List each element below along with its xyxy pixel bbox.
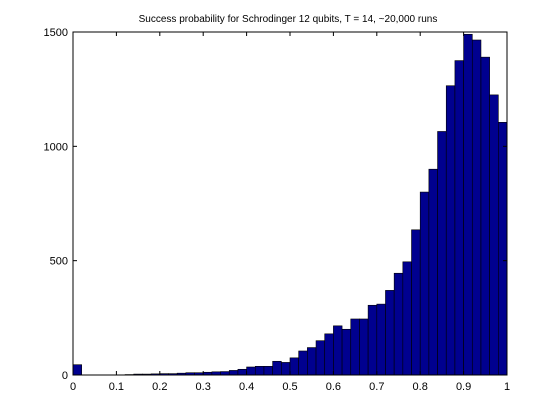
y-tick-label: 0 bbox=[62, 370, 68, 382]
x-tick-label: 0.1 bbox=[109, 381, 124, 393]
histogram-bar bbox=[419, 191, 430, 376]
histogram-bar bbox=[437, 131, 447, 376]
histogram-bar bbox=[454, 60, 464, 376]
histogram-bar bbox=[350, 318, 360, 376]
x-tick-label: 0.2 bbox=[152, 381, 167, 393]
histogram-bar bbox=[402, 261, 412, 376]
histogram-bar bbox=[428, 168, 438, 376]
x-tick-label: 0.4 bbox=[239, 381, 254, 393]
histogram-bar bbox=[463, 33, 473, 376]
histogram-bar bbox=[411, 229, 421, 376]
x-tick-label: 0.8 bbox=[413, 381, 428, 393]
chart-title: Success probability for Schrodinger 12 q… bbox=[139, 14, 438, 25]
y-tick-label: 1000 bbox=[44, 141, 68, 153]
histogram-bar bbox=[341, 328, 352, 376]
histogram-bar bbox=[237, 368, 247, 376]
x-tick-label: 1 bbox=[504, 381, 510, 393]
histogram-bar bbox=[367, 304, 378, 376]
histogram-bar bbox=[272, 360, 282, 376]
x-tick-label: 0.9 bbox=[456, 381, 471, 393]
histogram-bar bbox=[298, 350, 308, 376]
axes-group: 0 0.1 0.2 0.3 0.4 0.5 0.6 0.7 0.8 0.9 1 0 500 1000 150… bbox=[44, 27, 511, 393]
histogram-bar bbox=[489, 94, 499, 376]
y-tick-label: 500 bbox=[50, 256, 68, 268]
histogram-bar bbox=[263, 366, 273, 376]
histogram-bar bbox=[498, 122, 508, 376]
histogram-bar bbox=[471, 39, 482, 376]
histogram-bar bbox=[281, 362, 291, 376]
histogram-bar bbox=[228, 370, 239, 376]
histogram-bar bbox=[445, 85, 456, 376]
histogram-bar bbox=[315, 340, 326, 376]
x-tick-label: 0.6 bbox=[326, 381, 341, 393]
x-tick-label: 0.3 bbox=[196, 381, 211, 393]
histogram-bar bbox=[385, 290, 395, 376]
histogram-bar bbox=[289, 357, 299, 376]
histogram-bar bbox=[220, 371, 230, 376]
histogram-bar bbox=[324, 333, 334, 376]
histogram-bar bbox=[359, 318, 369, 376]
histogram-bar bbox=[72, 364, 82, 376]
x-tick-label: 0 bbox=[70, 381, 76, 393]
histogram-bar bbox=[393, 272, 404, 376]
histogram-bar bbox=[376, 303, 386, 376]
y-tick-label: 1500 bbox=[44, 27, 68, 39]
histogram-bar bbox=[480, 56, 490, 376]
x-tick-label: 0.5 bbox=[282, 381, 297, 393]
histogram-bar bbox=[254, 366, 265, 376]
histogram-bar bbox=[333, 325, 343, 376]
x-tick-label: 0.7 bbox=[369, 381, 384, 393]
histogram-bar bbox=[246, 366, 256, 376]
histogram-bar bbox=[307, 347, 317, 376]
